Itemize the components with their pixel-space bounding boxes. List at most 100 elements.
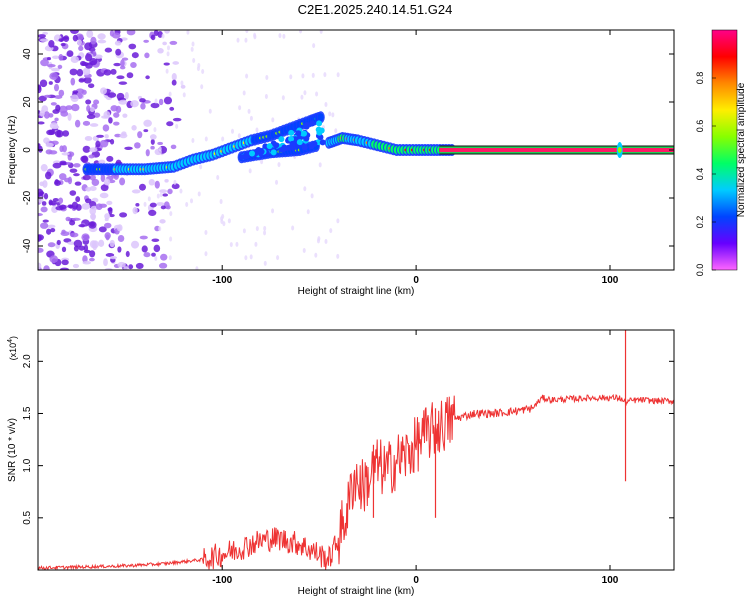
noise-speckle (147, 196, 151, 202)
noise-speckle (54, 117, 59, 122)
spectrogram-x-ticks: -100 0 100 (212, 30, 619, 286)
noise-speckle (89, 221, 95, 227)
noise-speckle (82, 174, 91, 181)
x-tick: -100 (212, 330, 233, 586)
noise-speckle (67, 241, 76, 245)
noise-speckle (247, 108, 251, 114)
noise-speckle (260, 159, 264, 165)
noise-speckle (52, 162, 62, 169)
noise-speckle (62, 145, 67, 153)
colorbar-tick: 0.6 (695, 120, 716, 132)
noise-speckle (336, 72, 340, 78)
svg-text:0: 0 (413, 275, 419, 286)
noise-speckle (289, 74, 293, 80)
noise-speckle (154, 180, 160, 189)
noise-speckle (166, 45, 170, 51)
noise-speckle (173, 179, 177, 185)
x-tick: 100 (602, 30, 619, 286)
noise-speckle (83, 244, 89, 252)
noise-speckle (141, 245, 148, 253)
svg-text:0.4: 0.4 (695, 168, 705, 181)
noise-speckle (84, 198, 92, 204)
noise-speckle (235, 241, 239, 247)
noise-speckle (271, 117, 275, 123)
noise-speckle (156, 202, 165, 206)
ridge-fill (292, 136, 299, 143)
noise-speckle (43, 265, 50, 270)
svg-text:-100: -100 (212, 575, 232, 586)
noise-speckle (100, 184, 109, 192)
noise-speckle (113, 112, 120, 118)
snr-plot-area (38, 330, 674, 570)
noise-speckle (319, 30, 323, 34)
snr-panel: -100 0 100 0.5 1.0 1.5 2.0 Height of straight… (7, 329, 675, 597)
noise-speckle (171, 79, 177, 86)
noise-speckle (39, 79, 48, 88)
noise-speckle (101, 115, 110, 119)
noise-speckle (148, 209, 157, 217)
noise-speckle (117, 246, 122, 253)
noise-speckle (93, 54, 103, 58)
noise-speckle (276, 255, 280, 261)
noise-speckle (315, 91, 319, 97)
noise-speckle (172, 117, 182, 122)
noise-speckle (85, 99, 92, 105)
noise-speckle (143, 119, 152, 127)
svg-text:40: 40 (22, 48, 33, 60)
noise-speckle (166, 121, 174, 127)
noise-speckle (41, 201, 47, 206)
noise-speckle (254, 241, 258, 247)
noise-speckle (99, 192, 109, 199)
noise-speckle (124, 91, 129, 100)
noise-speckle (336, 218, 340, 224)
noise-speckle (236, 37, 240, 43)
y-tick: 40 (22, 48, 674, 60)
noise-speckle (244, 255, 248, 261)
svg-text:-20: -20 (22, 190, 33, 205)
noise-speckle (99, 139, 109, 148)
noise-speckle (275, 179, 279, 185)
noise-speckle (265, 74, 269, 80)
noise-speckle (77, 39, 82, 46)
noise-speckle (98, 226, 107, 233)
noise-speckle (108, 117, 113, 124)
noise-speckle (115, 105, 122, 114)
noise-speckle (83, 76, 92, 84)
noise-speckle (192, 58, 196, 64)
svg-text:(x104): (x104) (7, 336, 18, 360)
noise-speckle (117, 234, 125, 242)
noise-speckle (119, 212, 128, 218)
noise-speckle (89, 250, 96, 258)
noise-speckle (171, 183, 180, 190)
svg-text:0.8: 0.8 (695, 72, 705, 85)
y-tick: 20 (22, 96, 674, 108)
noise-speckle (47, 224, 56, 229)
noise-speckle (263, 260, 267, 266)
noise-speckle (38, 247, 44, 253)
noise-speckle (104, 222, 112, 229)
noise-speckle (144, 52, 150, 59)
noise-speckle (167, 188, 173, 195)
noise-speckle (38, 84, 42, 91)
noise-speckle (61, 259, 69, 266)
noise-speckle (163, 62, 170, 66)
noise-speckle (169, 106, 175, 111)
noise-speckle (90, 213, 97, 220)
noise-speckle (86, 105, 91, 113)
noise-speckle (57, 64, 63, 69)
colorbar: 0.0 0.2 0.4 0.6 0.8 Normalized spectral ampl… (695, 29, 747, 276)
svg-text:0: 0 (22, 147, 33, 153)
spectrogram-x-label: Height of straight line (km) (298, 286, 415, 297)
noise-speckle (115, 48, 122, 56)
noise-speckle (153, 30, 159, 36)
noise-speckle (82, 145, 91, 153)
noise-speckle (48, 129, 56, 135)
noise-speckle (324, 102, 328, 108)
colorbar-gradient (711, 29, 738, 271)
snr-y-label: SNR (10 * v/v) (7, 418, 18, 482)
noise-speckle (63, 35, 70, 42)
noise-speckle (69, 220, 76, 226)
noise-speckle (150, 102, 160, 109)
noise-speckle (197, 191, 201, 197)
noise-speckle (282, 33, 286, 39)
